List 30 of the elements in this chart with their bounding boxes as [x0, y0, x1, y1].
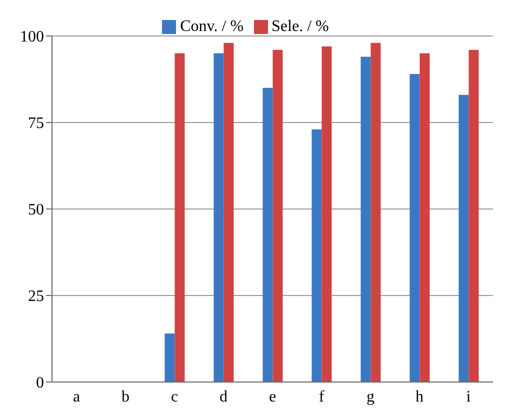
bar [458, 94, 469, 382]
bar [360, 56, 371, 382]
y-tick-label: 50 [28, 202, 44, 219]
bar [322, 46, 332, 382]
bar [410, 74, 420, 382]
x-tick-label: d [220, 388, 228, 406]
y-tick-label: 75 [28, 115, 44, 132]
x-tick-label: b [122, 388, 130, 406]
x-tick-label: f [318, 388, 325, 406]
x-tick-label: e [268, 388, 276, 406]
bar [174, 53, 185, 382]
y-tick-label: 0 [36, 374, 44, 392]
x-tick-label: i [466, 388, 472, 406]
y-tick-label: 100 [20, 28, 44, 46]
bar [468, 50, 479, 382]
bar [420, 53, 430, 382]
bar [262, 88, 273, 382]
bar [312, 129, 322, 382]
bar [224, 42, 234, 382]
legend-label: Sele. / % [272, 18, 329, 35]
x-tick-label: g [366, 388, 374, 406]
x-tick-label: a [72, 388, 80, 406]
x-tick-label: h [416, 388, 424, 406]
x-tick-label: c [170, 388, 178, 406]
bar [164, 334, 175, 382]
bar [214, 53, 224, 382]
y-tick-label: 25 [28, 288, 44, 306]
legend-label: Conv. / % [180, 18, 244, 35]
bar [272, 50, 283, 382]
bar [370, 42, 381, 382]
